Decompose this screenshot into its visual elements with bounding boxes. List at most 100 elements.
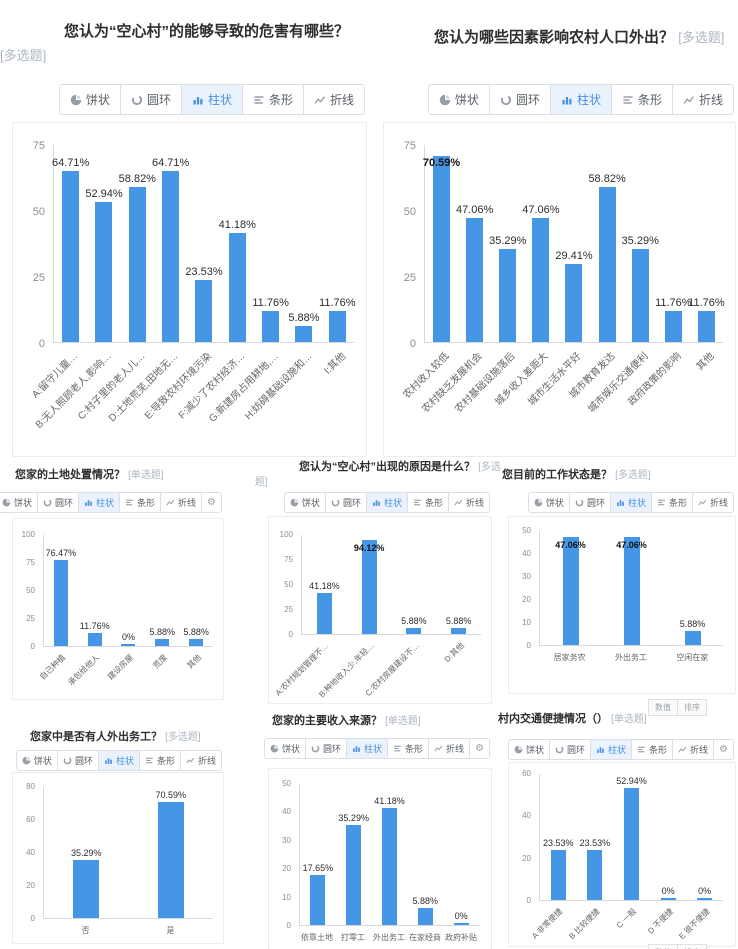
bar-slot: 17.65% [300,784,336,925]
column-chart-icon [192,94,204,106]
bar-value-label: 17.65% [302,862,334,873]
y-axis-tick: 20 [282,864,291,874]
y-axis-tick: 75 [403,140,416,152]
chart-type-pie-button[interactable]: 饼状 [264,739,306,758]
question-title: 您认为“空心村”的能够导致的危害有哪些？ [多选题] [0,20,350,68]
chart-type-donut-button[interactable]: 圆环 [305,739,347,758]
chart-type-pie-button[interactable]: 饼状 [16,751,58,770]
bar-value-label: 52.94% [85,188,123,201]
y-axis-tick: 10 [282,892,291,902]
numeric-toggle-button[interactable]: 数值 [648,944,678,949]
x-axis-label-slot: H:妨碍基础设施和… [243,345,320,456]
bar-slot: 35.29% [44,787,129,918]
y-axis-tick: 75 [32,140,45,152]
x-axis-label-slot: 在家经商 [407,928,443,949]
x-axis-label-slot: 其他 [179,649,213,699]
chart-type-pie-button[interactable]: 饼状 [0,493,38,512]
x-axis-label-slot: 建设房屋 [106,649,145,699]
chart-type-column-button[interactable]: 柱状 [366,493,408,512]
bar [433,155,451,342]
chart-type-pie-button[interactable]: 饼状 [508,740,550,759]
bar-value-label: 0% [661,885,675,896]
bar [262,310,280,342]
chart-type-column-button[interactable]: 柱状 [550,85,612,114]
chart-type-bar-button[interactable]: 条形 [651,493,693,512]
bar-value-label: 5.88% [445,616,472,627]
chart-type-bar-button[interactable]: 条形 [120,493,162,512]
chart-type-donut-button[interactable]: 圆环 [549,740,591,759]
chart-type-column-button[interactable]: 柱状 [181,85,243,114]
y-axis-tick: 50 [284,580,293,589]
chart-type-bar-button[interactable]: 条形 [407,493,449,512]
chart-type-bar-button[interactable]: 条形 [611,85,673,114]
chart-settings-button[interactable]: ⚙ [202,493,221,512]
chart-type-column-button[interactable]: 柱状 [98,751,140,770]
chart-type-line-button[interactable]: 折线 [673,740,715,759]
chart-type-pie-button[interactable]: 饼状 [59,85,121,114]
bar [697,897,713,900]
bars-row: 41.18% 94.12% 5.88% 5.88% [302,535,481,634]
bar [155,639,170,646]
bar-value-label: 35.29% [70,847,102,858]
bar [328,310,346,342]
chart-type-column-button[interactable]: 柱状 [78,493,120,512]
chart-type-bar-button[interactable]: 条形 [388,739,430,758]
chart-type-donut-button[interactable]: 圆环 [37,493,79,512]
chart-type-toolbar: 饼状 圆环 柱状 条形 折线 [427,84,734,115]
y-axis-tick: 60 [522,769,531,778]
chart-type-label: 柱状 [115,756,134,766]
y-axis-tick: 50 [403,206,416,218]
bar [417,908,433,925]
chart-type-donut-button[interactable]: 圆环 [57,751,99,770]
chart-type-column-button[interactable]: 柱状 [346,739,388,758]
chart-type-line-button[interactable]: 折线 [161,493,203,512]
chart-type-column-button[interactable]: 柱状 [590,740,632,759]
question-text: 您认为“空心村”出现的原因是什么？ [299,461,475,473]
chart-footer-buttons: 数值排序 [648,699,707,716]
question-type-tag: [多选题] [678,30,725,45]
question-text: 您目前的工作状态是？ [502,469,612,481]
chart-type-donut-button[interactable]: 圆环 [120,85,182,114]
chart-type-line-button[interactable]: 折线 [180,751,221,770]
chart-type-bar-button[interactable]: 条形 [632,740,674,759]
y-axis-tick: 75 [284,555,293,564]
chart-settings-button[interactable]: ⚙ [470,739,489,758]
numeric-toggle-button[interactable]: 数值 [648,699,678,716]
bar [157,801,184,918]
chart-type-bar-button[interactable]: 条形 [139,751,181,770]
chart-type-line-button[interactable]: 折线 [448,493,489,512]
chart-type-donut-button[interactable]: 圆环 [489,85,551,114]
bar [73,859,100,918]
chart-type-bar-button[interactable]: 条形 [242,85,304,114]
chart-type-line-button[interactable]: 折线 [429,739,471,758]
donut-chart-icon [63,756,72,765]
x-axis-labels: 居家务农 外出务工 空闲在家 [539,648,723,693]
bar-slot: 52.94% [613,774,650,900]
bar [664,310,682,342]
y-axis-tick: 40 [522,811,531,821]
chart-type-line-button[interactable]: 折线 [692,493,733,512]
x-axis-label: 依靠土地 [301,933,333,942]
sort-toggle-button[interactable]: 排序 [678,699,707,716]
y-axis-tick: 0 [288,630,293,639]
chart-type-pie-button[interactable]: 饼状 [528,493,570,512]
sort-toggle-button[interactable]: 排序 [678,944,707,949]
chart-type-donut-button[interactable]: 圆环 [569,493,611,512]
bar-slot: 41.18% [372,784,408,925]
y-axis-tick: 100 [21,530,35,539]
bar-slot: 47.06% [540,531,601,645]
chart-type-donut-button[interactable]: 圆环 [325,493,367,512]
chart-type-pie-button[interactable]: 饼状 [284,493,326,512]
chart-type-pie-button[interactable]: 饼状 [428,85,490,114]
chart-type-column-button[interactable]: 柱状 [610,493,652,512]
chart-settings-button[interactable]: ⚙ [714,740,733,759]
chart-type-line-button[interactable]: 折线 [303,85,364,114]
bar-value-label: 5.88% [288,312,320,325]
line-chart-icon [454,498,463,507]
bars-row: 64.71% 52.94% 58.82% 64.71% 23.53% 41.18% 11.7… [52,145,356,342]
chart-type-line-button[interactable]: 折线 [672,85,733,114]
chart-type-label: 折线 [178,498,197,508]
question-title: 您家的主要收入来源？ [单选题] [272,714,492,729]
bar-value-label: 41.18% [218,219,256,232]
x-axis-label: D:其他 [442,640,466,665]
